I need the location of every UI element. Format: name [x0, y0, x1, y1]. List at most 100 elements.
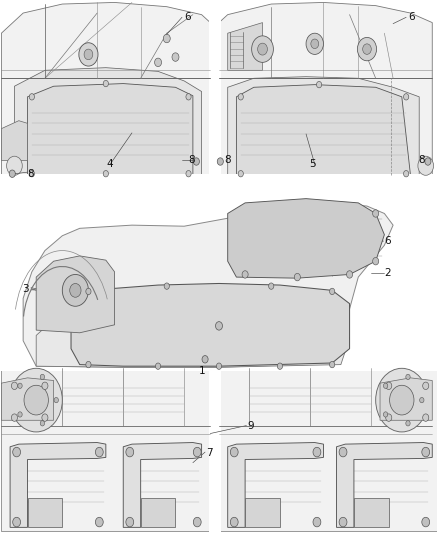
- Circle shape: [54, 398, 58, 403]
- Bar: [28, 498, 62, 527]
- Circle shape: [238, 171, 244, 177]
- Bar: [1, 177, 437, 367]
- Circle shape: [7, 156, 22, 175]
- Text: 6: 6: [385, 236, 391, 246]
- Circle shape: [406, 421, 410, 426]
- Circle shape: [418, 156, 434, 175]
- Circle shape: [422, 518, 430, 527]
- Circle shape: [164, 283, 170, 289]
- Polygon shape: [28, 84, 193, 175]
- Text: 5: 5: [309, 159, 316, 169]
- Circle shape: [79, 43, 98, 66]
- Circle shape: [390, 385, 414, 415]
- Text: 7: 7: [206, 448, 212, 458]
- Circle shape: [86, 361, 91, 368]
- Circle shape: [373, 210, 379, 217]
- Bar: [141, 498, 176, 527]
- Bar: [245, 498, 280, 527]
- Bar: [209, 366, 221, 531]
- Circle shape: [186, 171, 191, 177]
- Circle shape: [95, 518, 103, 527]
- Circle shape: [268, 283, 274, 289]
- Polygon shape: [36, 256, 115, 333]
- Text: 8: 8: [28, 169, 34, 179]
- Circle shape: [216, 363, 222, 369]
- Circle shape: [24, 385, 48, 415]
- Circle shape: [383, 412, 388, 417]
- Circle shape: [422, 447, 430, 457]
- Circle shape: [13, 518, 21, 527]
- Circle shape: [11, 382, 18, 390]
- Circle shape: [193, 447, 201, 457]
- Polygon shape: [71, 284, 350, 366]
- Circle shape: [84, 49, 93, 60]
- Circle shape: [420, 398, 424, 403]
- Circle shape: [40, 421, 45, 426]
- Polygon shape: [1, 3, 210, 176]
- Bar: [354, 498, 389, 527]
- Circle shape: [242, 271, 248, 278]
- Circle shape: [215, 321, 223, 330]
- Circle shape: [193, 518, 201, 527]
- Circle shape: [403, 94, 409, 100]
- Bar: [219, 367, 437, 530]
- Text: 8: 8: [188, 156, 195, 165]
- Bar: [1, 365, 437, 372]
- Text: 8: 8: [418, 156, 424, 165]
- Circle shape: [306, 33, 323, 54]
- Circle shape: [126, 518, 134, 527]
- Circle shape: [10, 368, 62, 432]
- Circle shape: [317, 82, 322, 88]
- Circle shape: [363, 44, 371, 54]
- Text: 6: 6: [184, 12, 191, 22]
- Polygon shape: [228, 199, 385, 278]
- Circle shape: [29, 171, 35, 177]
- Circle shape: [329, 361, 335, 368]
- Polygon shape: [1, 120, 28, 160]
- Circle shape: [217, 158, 223, 165]
- Text: 9: 9: [247, 421, 254, 431]
- Circle shape: [357, 37, 377, 61]
- Polygon shape: [36, 309, 350, 367]
- Polygon shape: [228, 77, 419, 175]
- Circle shape: [42, 414, 48, 421]
- Circle shape: [193, 158, 199, 165]
- Circle shape: [18, 412, 22, 417]
- Circle shape: [40, 374, 45, 379]
- Polygon shape: [14, 68, 201, 175]
- Polygon shape: [10, 442, 106, 527]
- Circle shape: [29, 94, 35, 100]
- Circle shape: [172, 53, 179, 61]
- Circle shape: [339, 518, 347, 527]
- Circle shape: [313, 447, 321, 457]
- Circle shape: [103, 80, 109, 87]
- Polygon shape: [1, 378, 53, 420]
- Circle shape: [346, 271, 353, 278]
- Polygon shape: [23, 204, 393, 367]
- Circle shape: [311, 39, 319, 49]
- Circle shape: [423, 382, 429, 390]
- Circle shape: [423, 414, 429, 421]
- Circle shape: [277, 363, 283, 369]
- Circle shape: [252, 36, 273, 62]
- Circle shape: [11, 414, 18, 421]
- Polygon shape: [123, 442, 201, 527]
- Text: 8: 8: [224, 156, 231, 165]
- Circle shape: [230, 447, 238, 457]
- Circle shape: [95, 447, 103, 457]
- Circle shape: [339, 447, 347, 457]
- Circle shape: [186, 94, 191, 100]
- Circle shape: [42, 382, 48, 390]
- Text: 2: 2: [385, 268, 391, 278]
- Text: 4: 4: [107, 159, 113, 169]
- Circle shape: [313, 518, 321, 527]
- Polygon shape: [228, 442, 323, 527]
- Polygon shape: [336, 442, 432, 527]
- Circle shape: [86, 288, 91, 295]
- Circle shape: [155, 363, 161, 369]
- Text: 6: 6: [408, 12, 415, 22]
- Circle shape: [403, 171, 409, 177]
- Circle shape: [386, 414, 392, 421]
- Bar: [1, 367, 210, 530]
- Polygon shape: [219, 3, 432, 176]
